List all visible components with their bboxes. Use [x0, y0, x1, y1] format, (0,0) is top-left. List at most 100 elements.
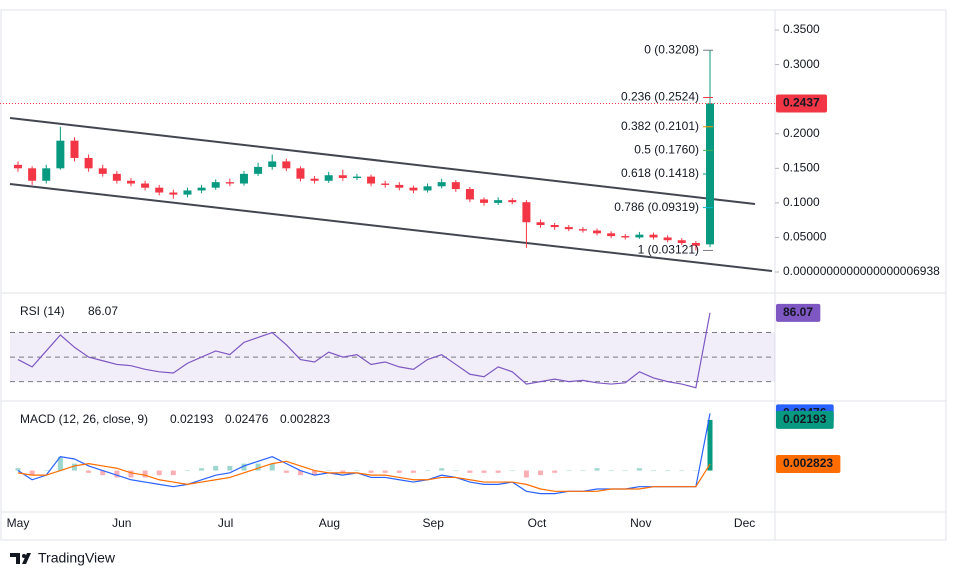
candle-body [183, 190, 192, 195]
macd-histogram-bar [354, 470, 360, 472]
candle-body [635, 234, 644, 238]
candle-body [578, 229, 587, 231]
macd-last-text: 0.02193 [783, 412, 827, 426]
candle-body [367, 176, 376, 184]
y-tick-label: 0.1500 [783, 160, 820, 174]
rsi-value: 86.07 [88, 304, 118, 318]
fib-label: 0.5 (0.1760) [634, 143, 699, 157]
candle-body [649, 234, 658, 238]
macd-histogram-bar [227, 465, 233, 471]
candle-body [126, 180, 135, 184]
y-tick-label: 0.1000 [783, 195, 820, 209]
candle-body [324, 175, 333, 181]
macd-histogram-bar [396, 470, 402, 473]
candle-body [550, 225, 559, 228]
candle-body [112, 173, 121, 181]
x-tick-label: Sep [423, 516, 445, 530]
fib-label: 0.786 (0.09319) [614, 200, 699, 214]
candle-body [621, 236, 630, 238]
candle-body [155, 187, 164, 193]
x-tick-label: Nov [630, 516, 651, 530]
macd-last-box [776, 410, 834, 429]
candle-body [282, 161, 291, 169]
candle-body [169, 192, 178, 195]
macd-histogram-bar [114, 470, 120, 478]
macd-histogram-bar [43, 470, 49, 472]
candle-body [607, 233, 616, 237]
rsi-line [17, 312, 711, 389]
rsi-last-text: 86.07 [783, 305, 813, 319]
candle-body [28, 168, 37, 181]
macd-histogram-bar [312, 470, 318, 476]
macd-histogram-bar [199, 468, 205, 471]
candle-body [381, 183, 390, 185]
macd-histogram-bar [297, 470, 303, 476]
macd-histogram-bar [509, 470, 515, 472]
frame [0, 9, 947, 541]
candle-body [437, 182, 446, 187]
macd-line [17, 413, 711, 495]
macd-histogram-bar [57, 456, 63, 471]
macd-histogram-bar [86, 470, 92, 473]
macd-histogram-bar [382, 470, 388, 473]
candle-body [663, 237, 672, 241]
macd-histogram-bar [241, 463, 247, 471]
macd-histogram-bar [29, 470, 35, 476]
candle-body [197, 187, 206, 191]
candle-body [296, 168, 305, 179]
macd-histogram-bar [439, 468, 445, 471]
macd-histogram-bar [665, 470, 671, 472]
fib-label: 0.236 (0.2524) [621, 90, 699, 104]
candle-body [56, 140, 65, 169]
macd-title: MACD (12, 26, close, 9) [20, 412, 148, 426]
macd-histogram-bar [184, 470, 190, 472]
candle-body [480, 199, 489, 203]
macd-histogram-bar [523, 470, 529, 478]
candle-body [268, 161, 277, 167]
y-tick-label: 0.3500 [783, 22, 820, 36]
macd-histogram-bar [71, 463, 77, 471]
macd-last-text: 0.002823 [783, 456, 833, 470]
macd-histogram-bar [15, 468, 21, 471]
macd-line-value: 0.02476 [225, 412, 269, 426]
last-price-text: 0.2437 [783, 96, 820, 110]
macd-histogram-bar [566, 470, 572, 472]
macd-histogram-bar [453, 470, 459, 472]
candle-body [465, 189, 474, 200]
macd-histogram-bar [636, 468, 642, 471]
candle-body [451, 182, 460, 190]
candle-body [14, 164, 22, 169]
macd-histogram-bar [340, 470, 346, 473]
macd-histogram-bar [156, 470, 162, 476]
y-tick-label: 0.2000 [783, 126, 820, 140]
channel-line [9, 117, 756, 205]
x-tick-label: Oct [528, 516, 547, 530]
macd-histogram-bar [326, 470, 332, 472]
macd-histogram-bar [410, 470, 416, 473]
macd-histogram-bar [495, 470, 501, 473]
candle-body [84, 157, 93, 169]
macd-histogram-bar [580, 470, 586, 472]
macd-histogram-bar [707, 419, 713, 471]
y-tick-label: 0.05000 [783, 230, 827, 244]
candle-body [522, 202, 531, 223]
candle-body [70, 140, 79, 158]
candle-body [423, 186, 432, 191]
plot-area [14, 50, 714, 251]
macd-histogram-bar [693, 470, 699, 472]
fib-label: 0 (0.3208) [644, 42, 699, 56]
logo-mark [10, 553, 31, 564]
macd-histogram-bar [269, 463, 275, 471]
macd-histogram-bar [128, 470, 134, 478]
macd-histogram-bar [651, 470, 657, 472]
macd-histogram-bar [368, 470, 374, 473]
macd-histogram-bar [594, 468, 600, 471]
channel-line [9, 183, 773, 272]
y-tick-label: 0.3000 [783, 57, 820, 71]
macd-histogram-bar [255, 463, 261, 471]
macd-histogram-bar [170, 470, 176, 476]
rsi-last-box [776, 303, 821, 322]
macd-line [17, 460, 711, 492]
x-tick-label: Aug [319, 516, 340, 530]
